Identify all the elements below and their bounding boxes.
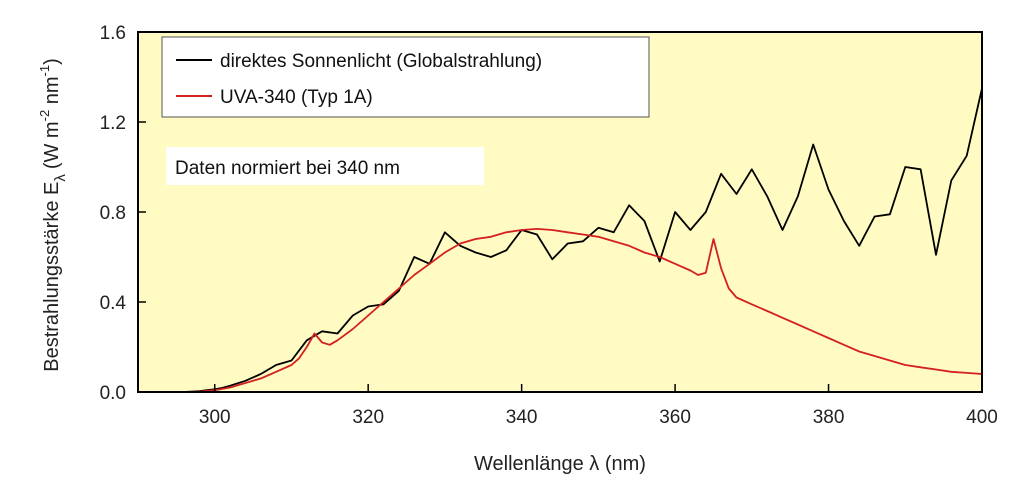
x-tick-label: 320 xyxy=(352,407,384,428)
y-tick-label: 1.6 xyxy=(100,23,126,44)
axis-ticks: 300 320 340 360 380 400 0.0 0.4 0.8 1.2 1.6 xyxy=(100,23,998,428)
chart-marks xyxy=(176,88,983,393)
legend: direktes Sonnenlicht (Globalstrahlung) U… xyxy=(161,36,650,118)
x-tick-label: 300 xyxy=(199,407,231,428)
x-tick-label: 400 xyxy=(966,407,998,428)
x-tick-label: 380 xyxy=(813,407,845,428)
legend-label-sunlight: direktes Sonnenlicht (Globalstrahlung) xyxy=(220,51,542,72)
y-tick-label: 0.8 xyxy=(100,203,126,224)
x-tick-label: 360 xyxy=(659,407,691,428)
x-tick-label: 340 xyxy=(506,407,538,428)
normalization-note: Daten normiert bei 340 nm xyxy=(166,147,484,185)
series-line-sunlight xyxy=(176,88,983,393)
y-axis-title: Bestrahlungsstärke Eλ(W m-2 nm-1) xyxy=(37,58,69,372)
note-text: Daten normiert bei 340 nm xyxy=(175,158,400,179)
y-tick-label: 0.0 xyxy=(100,383,126,404)
legend-box xyxy=(161,36,650,118)
legend-label-uva340: UVA-340 (Typ 1A) xyxy=(220,87,373,108)
y-tick-label: 0.4 xyxy=(100,293,127,314)
note-box xyxy=(166,147,484,185)
x-axis-title: Wellenlänge λ (nm) xyxy=(474,453,646,475)
series-line-uva340 xyxy=(176,227,983,393)
y-tick-label: 1.2 xyxy=(100,113,126,134)
